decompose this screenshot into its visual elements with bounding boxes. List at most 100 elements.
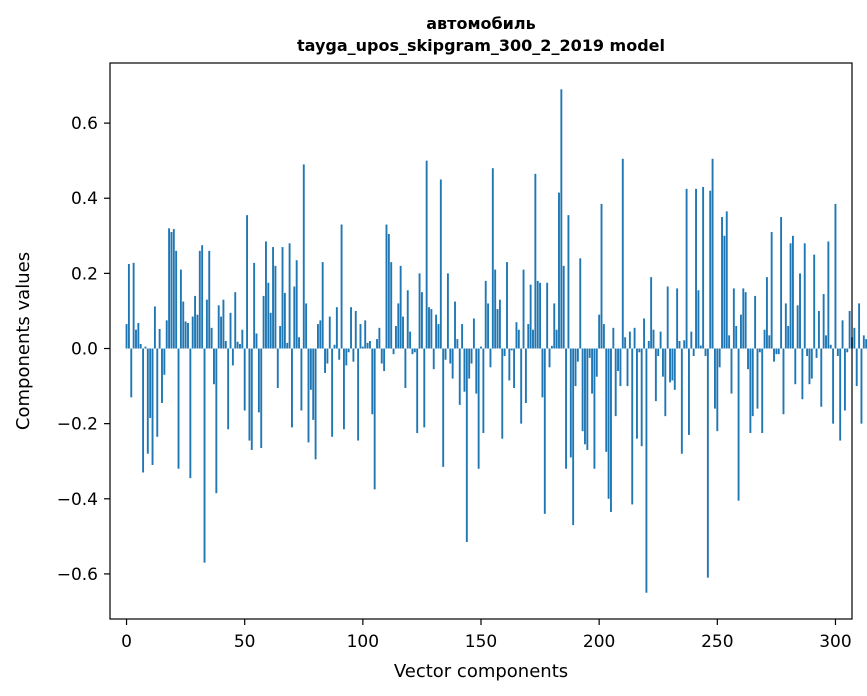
bar bbox=[621, 158, 624, 349]
bar bbox=[683, 340, 686, 349]
bar bbox=[817, 310, 820, 349]
bar bbox=[643, 318, 645, 349]
bar bbox=[480, 346, 482, 349]
bar bbox=[711, 158, 714, 349]
bar bbox=[550, 345, 553, 349]
bar bbox=[387, 233, 390, 349]
bar bbox=[765, 277, 768, 349]
bar bbox=[127, 263, 130, 349]
bar bbox=[855, 348, 858, 387]
bar bbox=[751, 348, 754, 417]
bar bbox=[404, 348, 407, 388]
bar bbox=[163, 348, 166, 375]
bar bbox=[782, 348, 785, 415]
bar bbox=[191, 316, 194, 349]
bar bbox=[860, 348, 863, 424]
bar bbox=[846, 348, 849, 353]
bar bbox=[669, 348, 671, 383]
bar bbox=[496, 309, 499, 349]
bar bbox=[165, 320, 168, 349]
bar bbox=[758, 348, 761, 353]
bar bbox=[451, 348, 454, 379]
bar bbox=[283, 292, 286, 349]
bar bbox=[269, 312, 272, 349]
bar bbox=[636, 348, 638, 439]
bar bbox=[458, 348, 461, 405]
bar bbox=[607, 348, 610, 499]
bar bbox=[588, 348, 591, 358]
bar bbox=[420, 292, 423, 349]
bar bbox=[761, 348, 764, 434]
bar bbox=[309, 348, 312, 390]
bar bbox=[352, 348, 355, 362]
bar bbox=[572, 348, 575, 526]
bar bbox=[487, 303, 490, 349]
bar-series bbox=[125, 89, 867, 593]
bar bbox=[347, 348, 350, 353]
bar bbox=[432, 348, 435, 370]
bar bbox=[645, 348, 648, 593]
bar bbox=[865, 339, 867, 349]
bar bbox=[168, 228, 171, 349]
bar bbox=[213, 348, 215, 385]
bar bbox=[810, 348, 813, 379]
chart-subtitle: tayga_upos_skipgram_300_2_2019 model bbox=[297, 36, 665, 55]
bar bbox=[706, 348, 709, 578]
bar bbox=[558, 192, 560, 349]
bar bbox=[695, 188, 697, 349]
bar bbox=[132, 262, 135, 349]
bar bbox=[300, 348, 303, 411]
bar bbox=[593, 348, 596, 469]
y-tick-label: −0.2 bbox=[57, 415, 98, 435]
bar bbox=[255, 333, 258, 349]
bar bbox=[222, 299, 225, 349]
bar bbox=[626, 348, 629, 387]
bar bbox=[305, 303, 308, 349]
bar bbox=[224, 341, 227, 349]
bar bbox=[714, 348, 716, 409]
bar bbox=[718, 348, 721, 368]
bar bbox=[560, 89, 563, 349]
bar bbox=[418, 273, 421, 349]
x-axis-ticks: 0 50 100 150 200 250 300 bbox=[121, 619, 852, 652]
bar bbox=[730, 348, 733, 394]
bar bbox=[276, 348, 279, 388]
bar bbox=[146, 348, 149, 454]
bar bbox=[215, 348, 218, 494]
x-tick-label: 100 bbox=[347, 632, 379, 652]
bar bbox=[236, 341, 239, 349]
bar bbox=[685, 188, 688, 349]
x-tick-label: 250 bbox=[701, 632, 733, 652]
bar bbox=[331, 348, 334, 437]
bar bbox=[678, 341, 681, 349]
bar bbox=[328, 316, 331, 349]
bar bbox=[536, 280, 539, 349]
bar bbox=[468, 348, 471, 379]
bar bbox=[302, 164, 305, 349]
bar bbox=[735, 325, 738, 349]
bar bbox=[862, 335, 865, 349]
bar bbox=[413, 348, 416, 353]
bar bbox=[368, 341, 371, 349]
bar bbox=[721, 217, 723, 349]
bar bbox=[463, 348, 466, 392]
x-tick-label: 200 bbox=[583, 632, 615, 652]
bar bbox=[350, 307, 352, 349]
bar bbox=[541, 348, 544, 398]
x-tick-label: 150 bbox=[465, 632, 497, 652]
bar bbox=[600, 203, 603, 349]
y-tick-label: −0.6 bbox=[57, 565, 98, 585]
bar bbox=[317, 324, 319, 349]
bar bbox=[392, 348, 395, 355]
bar bbox=[628, 331, 631, 349]
bar bbox=[338, 348, 341, 360]
bar bbox=[324, 348, 326, 373]
bar bbox=[158, 328, 161, 349]
bar bbox=[633, 327, 636, 349]
y-tick-label: 0.0 bbox=[71, 340, 98, 360]
bar bbox=[364, 320, 367, 349]
bar bbox=[789, 243, 792, 349]
bar bbox=[274, 265, 277, 349]
bar bbox=[506, 262, 508, 349]
